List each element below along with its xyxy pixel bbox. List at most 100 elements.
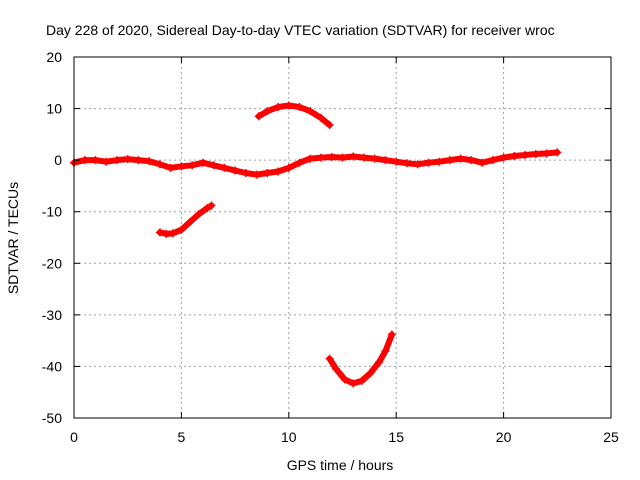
- data-point: [274, 167, 283, 176]
- data-point: [392, 157, 401, 166]
- y-tick-label: -30: [42, 307, 62, 323]
- data-point: [357, 376, 366, 385]
- grid: [74, 57, 611, 418]
- tick-labels: 0 5 10 15 20 25 -50 -40 -30 -20 -10 0 10 20: [42, 49, 619, 445]
- data-point: [553, 148, 562, 157]
- data-point: [359, 153, 368, 162]
- series-line: [255, 102, 333, 129]
- data-point: [295, 158, 304, 167]
- series-arc-bottom: [325, 330, 396, 388]
- data-point: [177, 162, 186, 171]
- data-point: [531, 149, 540, 158]
- data-point: [317, 113, 326, 122]
- data-point: [413, 160, 422, 169]
- chart-title: Day 228 of 2020, Sidereal Day-to-day VTE…: [46, 22, 555, 38]
- series-line: [156, 202, 215, 237]
- y-tick-label: 0: [54, 152, 62, 168]
- data-point: [274, 103, 283, 112]
- data-point: [168, 229, 177, 238]
- data-point: [209, 161, 218, 170]
- data-point: [366, 369, 375, 378]
- data-point: [198, 158, 207, 167]
- x-tick-label: 10: [281, 429, 297, 445]
- data-point: [402, 159, 411, 168]
- data-point: [185, 218, 194, 227]
- data-point: [375, 358, 384, 367]
- data-point: [467, 156, 476, 165]
- y-axis-label: SDTVAR / TECUs: [5, 182, 21, 294]
- data-point: [381, 346, 390, 355]
- data-point: [387, 330, 396, 339]
- data-point: [263, 169, 272, 178]
- data-point: [381, 156, 390, 165]
- plot-frame: [73, 56, 612, 419]
- series-line: [71, 149, 561, 178]
- y-tick-label: 20: [46, 49, 62, 65]
- data-point: [478, 158, 487, 167]
- y-tick-label: -50: [42, 410, 62, 426]
- data-point: [340, 375, 349, 384]
- data-point: [207, 201, 216, 210]
- data-point: [510, 152, 519, 161]
- data-point: [102, 157, 111, 166]
- data-point: [370, 154, 379, 163]
- data-point: [203, 204, 212, 213]
- data-point: [166, 163, 175, 172]
- data-point: [145, 157, 154, 166]
- x-tick-label: 0: [70, 429, 78, 445]
- x-tick-label: 15: [388, 429, 404, 445]
- data-point: [499, 153, 508, 162]
- data-point: [542, 149, 551, 158]
- data-point: [220, 163, 229, 172]
- data-point: [349, 152, 358, 161]
- series-main-band: [70, 148, 562, 179]
- y-tick-label: -20: [42, 255, 62, 271]
- data-point: [284, 101, 293, 110]
- data-point: [521, 150, 530, 159]
- data-point: [338, 153, 347, 162]
- data-point: [177, 225, 186, 234]
- y-tick-label: 10: [46, 101, 62, 117]
- data-point: [91, 156, 100, 165]
- x-tick-label: 5: [178, 429, 186, 445]
- data-point: [112, 156, 121, 165]
- data-point: [194, 210, 203, 219]
- y-tick-label: -10: [42, 204, 62, 220]
- data-point: [80, 156, 89, 165]
- data-point: [252, 170, 261, 179]
- series-arc-upper: [254, 101, 334, 130]
- data-point: [231, 166, 240, 175]
- data-point: [263, 107, 272, 116]
- x-tick-label: 20: [496, 429, 512, 445]
- series-arc-left: [155, 201, 216, 238]
- data-point: [134, 156, 143, 165]
- y-tick-label: -40: [42, 358, 62, 374]
- data-point: [306, 107, 315, 116]
- data-point: [327, 153, 336, 162]
- data-point: [241, 169, 250, 178]
- data-point: [284, 163, 293, 172]
- x-tick-label: 25: [603, 429, 619, 445]
- data-point: [123, 155, 132, 164]
- data-point: [188, 161, 197, 170]
- data-point: [445, 156, 454, 165]
- data-point: [332, 365, 341, 374]
- data-point: [435, 157, 444, 166]
- data-point: [254, 112, 263, 121]
- data-point: [325, 121, 334, 130]
- data-point: [424, 158, 433, 167]
- series-layer: [70, 101, 562, 388]
- series-line: [326, 331, 395, 387]
- data-point: [325, 354, 334, 363]
- ticks: [73, 56, 612, 419]
- data-point: [295, 103, 304, 112]
- data-point: [349, 379, 358, 388]
- data-point: [306, 154, 315, 163]
- data-point: [155, 160, 164, 169]
- x-axis-label: GPS time / hours: [287, 457, 394, 473]
- data-point: [488, 156, 497, 165]
- data-point: [155, 228, 164, 237]
- data-point: [456, 154, 465, 163]
- data-point: [317, 153, 326, 162]
